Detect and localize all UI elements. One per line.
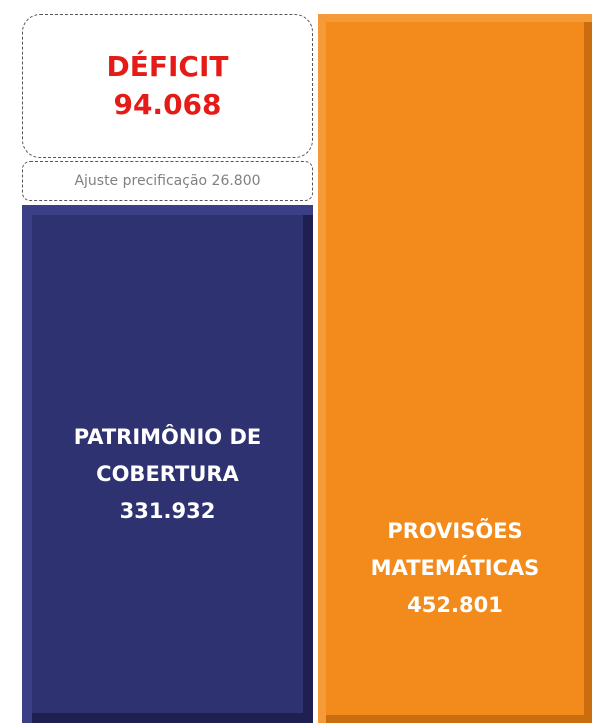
- provisions-block: PROVISÕES MATEMÁTICAS 452.801: [318, 14, 592, 723]
- adjustment-text: Ajuste precificação 26.800: [74, 173, 261, 189]
- adjustment-box: Ajuste precificação 26.800: [22, 161, 313, 201]
- coverage-value: 331.932: [119, 498, 216, 523]
- coverage-line: COBERTURA: [96, 461, 239, 486]
- provisions-line: MATEMÁTICAS: [370, 556, 540, 580]
- coverage-line: PATRIMÔNIO DE: [73, 424, 262, 449]
- deficit-box: DÉFICIT 94.068: [22, 14, 313, 158]
- deficit-label: DÉFICIT: [106, 50, 229, 83]
- provisions-value: 452.801: [407, 593, 503, 617]
- coverage-block: PATRIMÔNIO DE COBERTURA 331.932: [22, 205, 313, 723]
- provisions-line: PROVISÕES: [387, 519, 523, 543]
- deficit-value: 94.068: [113, 88, 222, 121]
